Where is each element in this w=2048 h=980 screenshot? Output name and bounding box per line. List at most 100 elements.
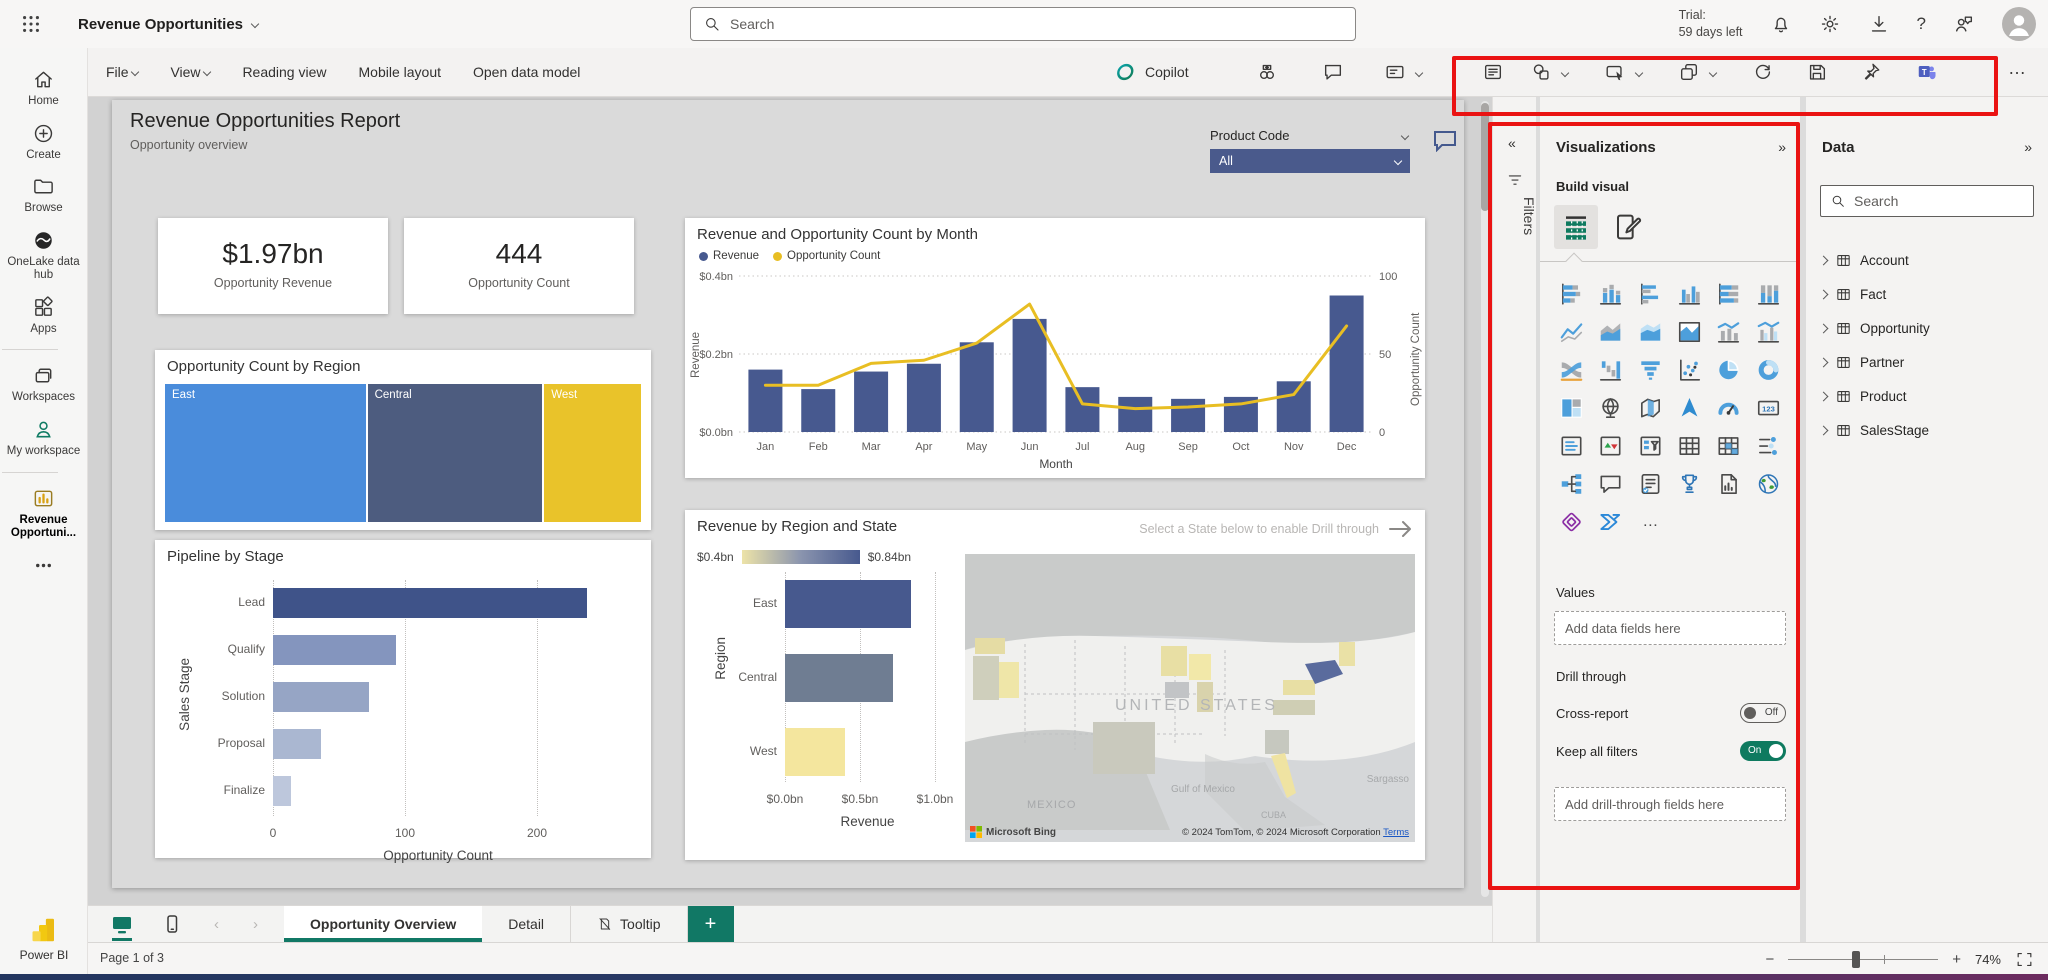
- filters-pane-label[interactable]: Filters: [1521, 197, 1537, 236]
- menu-view[interactable]: View: [170, 64, 212, 80]
- visuals-chevron-icon[interactable]: [1708, 68, 1718, 78]
- line-and-stacked-column-chart-icon[interactable]: [1715, 319, 1742, 345]
- zoom-slider[interactable]: [1788, 950, 1939, 968]
- notifications-icon[interactable]: [1770, 13, 1792, 35]
- menu-file[interactable]: File: [106, 64, 140, 80]
- filled-map-icon[interactable]: [1637, 395, 1664, 421]
- 100-stacked-bar-chart-icon[interactable]: [1715, 281, 1742, 307]
- combo-chart-visual[interactable]: Revenue and Opportunity Count by Month R…: [685, 218, 1425, 478]
- keep-all-filters-toggle[interactable]: On: [1740, 741, 1786, 761]
- drill-through-arrow-icon[interactable]: [1387, 518, 1415, 540]
- page-tab-detail[interactable]: Detail: [482, 906, 572, 942]
- text-box-icon[interactable]: [1482, 61, 1504, 83]
- expand-chevron-icon[interactable]: [1818, 357, 1829, 367]
- clustered-bar-chart-icon[interactable]: [1637, 281, 1664, 307]
- map-state-new-york[interactable]: [1305, 660, 1343, 684]
- data-table-fact[interactable]: Fact: [1816, 277, 2042, 311]
- kpi-card-revenue[interactable]: $1.97bn Opportunity Revenue: [158, 218, 388, 314]
- slicer-icon[interactable]: [1637, 433, 1664, 459]
- slicer-header-chevron-icon[interactable]: [1400, 131, 1410, 140]
- sidebar-item-browse[interactable]: Browse: [2, 175, 86, 216]
- format-visual-tab[interactable]: [1612, 211, 1644, 243]
- prev-page-icon[interactable]: ‹: [214, 915, 219, 933]
- view-options-chevron-icon[interactable]: [1414, 68, 1424, 78]
- legend-item[interactable]: Revenue: [699, 250, 759, 262]
- new-page-button[interactable]: +: [687, 906, 734, 942]
- values-field-well[interactable]: Add data fields here: [1554, 611, 1786, 645]
- view-options-icon[interactable]: [1384, 61, 1406, 83]
- help-icon[interactable]: ?: [1916, 14, 1926, 33]
- fit-to-page-icon[interactable]: [2015, 950, 2034, 969]
- map-state[interactable]: [1197, 682, 1213, 712]
- expand-canvas-icon[interactable]: «: [1508, 135, 1516, 151]
- cross-report-toggle[interactable]: Off: [1740, 703, 1786, 723]
- drill-through-field-well[interactable]: Add drill-through fields here: [1554, 787, 1786, 821]
- bing-map[interactable]: UNITED STATES MEXICO Gulf of Mexico CUBA…: [965, 554, 1415, 842]
- next-page-icon[interactable]: ›: [253, 915, 258, 933]
- data-search-input[interactable]: Search: [1820, 185, 2034, 217]
- map-state[interactable]: [973, 656, 999, 700]
- paginated-report-icon[interactable]: [1715, 471, 1742, 497]
- power-automate-icon[interactable]: [1597, 509, 1624, 535]
- more-visuals-icon[interactable]: …: [1642, 513, 1659, 530]
- settings-icon[interactable]: [1819, 13, 1841, 35]
- gauge-icon[interactable]: [1715, 395, 1742, 421]
- 100-stacked-area-chart-icon[interactable]: [1676, 319, 1703, 345]
- map-state[interactable]: [1283, 680, 1315, 695]
- zoom-slider-handle[interactable]: [1852, 950, 1861, 968]
- data-table-opportunity[interactable]: Opportunity: [1816, 311, 2042, 345]
- qa-icon[interactable]: [1597, 471, 1624, 497]
- zoom-in-icon[interactable]: +: [1952, 950, 1961, 968]
- global-search-input[interactable]: Search: [690, 7, 1356, 41]
- collapse-visualizations-icon[interactable]: »: [1778, 139, 1786, 155]
- desktop-view-icon[interactable]: [110, 912, 134, 941]
- sidebar-item-create[interactable]: Create: [2, 122, 86, 163]
- shapes-icon[interactable]: [1530, 61, 1552, 83]
- shapes-chevron-icon[interactable]: [1560, 68, 1570, 78]
- kpi-card-count[interactable]: 444 Opportunity Count: [404, 218, 634, 314]
- region-map-visual[interactable]: Revenue by Region and State Select a Sta…: [685, 510, 1425, 860]
- comments-icon[interactable]: [1322, 61, 1344, 83]
- avatar[interactable]: [2002, 7, 2036, 41]
- sidebar-item-revenue-opportuni[interactable]: Revenue Opportuni...: [2, 487, 86, 541]
- mobile-layout-button[interactable]: Mobile layout: [358, 64, 442, 80]
- matrix-icon[interactable]: [1715, 433, 1742, 459]
- buttons-chevron-icon[interactable]: [1634, 68, 1644, 78]
- expand-chevron-icon[interactable]: [1818, 323, 1829, 333]
- stacked-bar-chart-icon[interactable]: [1558, 281, 1585, 307]
- slicer-dropdown[interactable]: All: [1210, 149, 1410, 173]
- pipeline-bar-chart-visual[interactable]: Pipeline by Stage 0 100 200 Lead Qualify Solu…: [155, 540, 651, 863]
- mobile-view-icon[interactable]: [160, 912, 184, 936]
- data-table-partner[interactable]: Partner: [1816, 345, 2042, 379]
- build-visual-tab[interactable]: [1554, 205, 1598, 249]
- map-state[interactable]: [1339, 642, 1355, 666]
- ribbon-chart-icon[interactable]: [1558, 357, 1585, 383]
- line-and-clustered-column-chart-icon[interactable]: [1755, 319, 1782, 345]
- azure-map-icon[interactable]: [1676, 395, 1703, 421]
- canvas-scrollbar[interactable]: [1481, 101, 1489, 897]
- feedback-icon[interactable]: [1953, 13, 1975, 35]
- app-launcher-icon[interactable]: [20, 13, 42, 35]
- map-state[interactable]: [975, 638, 1005, 654]
- clustered-column-chart-icon[interactable]: [1676, 281, 1703, 307]
- scatter-chart-icon[interactable]: [1676, 357, 1703, 383]
- table-icon[interactable]: [1676, 433, 1703, 459]
- explore-icon[interactable]: [1256, 61, 1278, 83]
- open-data-model-button[interactable]: Open data model: [473, 64, 581, 80]
- reading-view-button[interactable]: Reading view: [242, 64, 327, 80]
- data-table-product[interactable]: Product: [1816, 379, 2042, 413]
- treemap-node-west[interactable]: West: [544, 384, 641, 522]
- key-influencers-icon[interactable]: [1755, 433, 1782, 459]
- line-chart-icon[interactable]: [1558, 319, 1585, 345]
- metrics-icon[interactable]: [1676, 471, 1703, 497]
- expand-chevron-icon[interactable]: [1818, 289, 1829, 299]
- buttons-icon[interactable]: [1604, 61, 1626, 83]
- download-icon[interactable]: [1868, 13, 1890, 35]
- page-tab-tooltip[interactable]: Tooltip: [571, 906, 688, 942]
- smart-narrative-icon[interactable]: [1637, 471, 1664, 497]
- map-state[interactable]: [1093, 722, 1155, 774]
- decomposition-tree-icon[interactable]: [1558, 471, 1585, 497]
- map-state[interactable]: [1273, 700, 1315, 715]
- area-chart-icon[interactable]: [1597, 319, 1624, 345]
- scrollbar-thumb[interactable]: [1481, 103, 1489, 211]
